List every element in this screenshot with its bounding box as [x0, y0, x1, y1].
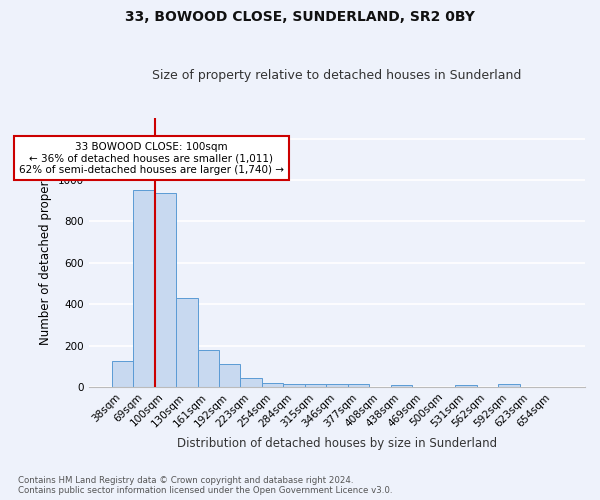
Bar [391, 385, 412, 387]
Bar [305, 384, 326, 387]
Bar [197, 350, 219, 387]
Bar [133, 190, 155, 387]
Bar [241, 378, 262, 387]
Title: Size of property relative to detached houses in Sunderland: Size of property relative to detached ho… [152, 69, 522, 82]
Y-axis label: Number of detached properties: Number of detached properties [40, 160, 52, 346]
Bar [219, 364, 241, 387]
Bar [112, 361, 133, 387]
X-axis label: Distribution of detached houses by size in Sunderland: Distribution of detached houses by size … [177, 437, 497, 450]
Bar [326, 384, 348, 387]
Bar [262, 383, 283, 387]
Text: 33 BOWOOD CLOSE: 100sqm
← 36% of detached houses are smaller (1,011)
62% of semi: 33 BOWOOD CLOSE: 100sqm ← 36% of detache… [19, 142, 284, 175]
Bar [283, 384, 305, 387]
Text: Contains HM Land Registry data © Crown copyright and database right 2024.
Contai: Contains HM Land Registry data © Crown c… [18, 476, 392, 495]
Bar [155, 194, 176, 387]
Text: 33, BOWOOD CLOSE, SUNDERLAND, SR2 0BY: 33, BOWOOD CLOSE, SUNDERLAND, SR2 0BY [125, 10, 475, 24]
Bar [176, 298, 197, 387]
Bar [348, 384, 369, 387]
Bar [498, 384, 520, 387]
Bar [455, 385, 476, 387]
